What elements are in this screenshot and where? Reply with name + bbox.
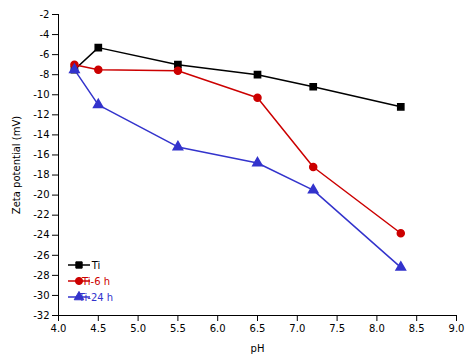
svg-text:Ti-6 h: Ti-6 h [81, 276, 110, 287]
svg-text:Zeta potential (mV): Zeta potential (mV) [11, 116, 22, 214]
svg-text:8.0: 8.0 [369, 323, 385, 334]
svg-text:-10: -10 [33, 89, 49, 100]
svg-text:7.5: 7.5 [329, 323, 345, 334]
svg-text:-32: -32 [33, 310, 49, 321]
svg-text:5.0: 5.0 [130, 323, 146, 334]
svg-text:-26: -26 [33, 250, 49, 261]
svg-text:-20: -20 [33, 189, 49, 200]
svg-text:-18: -18 [33, 169, 49, 180]
svg-text:-30: -30 [33, 290, 49, 301]
svg-text:-4: -4 [40, 29, 50, 40]
svg-text:6.0: 6.0 [210, 323, 226, 334]
svg-text:-14: -14 [33, 129, 49, 140]
svg-text:6.5: 6.5 [250, 323, 266, 334]
svg-text:Ti-24 h: Ti-24 h [78, 292, 113, 303]
svg-text:4.0: 4.0 [51, 323, 67, 334]
svg-text:7.0: 7.0 [289, 323, 305, 334]
svg-text:-16: -16 [33, 149, 49, 160]
svg-text:5.5: 5.5 [170, 323, 186, 334]
svg-text:-22: -22 [33, 209, 49, 220]
svg-text:-6: -6 [40, 49, 50, 60]
svg-text:8.5: 8.5 [409, 323, 425, 334]
svg-text:-24: -24 [33, 229, 49, 240]
svg-text:-2: -2 [40, 9, 50, 20]
svg-text:-12: -12 [33, 109, 49, 120]
svg-text:4.5: 4.5 [90, 323, 106, 334]
svg-text:Ti: Ti [91, 260, 101, 271]
svg-text:9.0: 9.0 [449, 323, 465, 334]
svg-text:pH: pH [251, 343, 265, 354]
svg-text:-8: -8 [40, 69, 50, 80]
svg-text:-28: -28 [33, 270, 49, 281]
